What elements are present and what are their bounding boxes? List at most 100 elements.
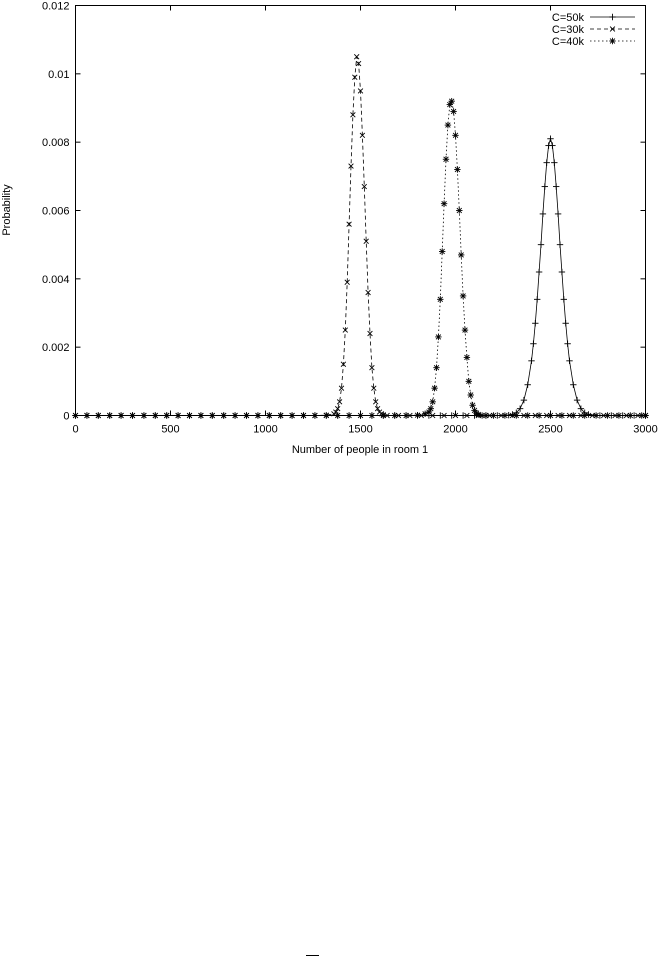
data-point — [539, 210, 547, 218]
data-point — [541, 183, 548, 190]
data-point — [106, 412, 113, 419]
data-point — [391, 412, 398, 419]
data-point — [371, 385, 377, 391]
data-point — [427, 405, 434, 412]
page-number-bar — [306, 955, 319, 956]
data-point — [615, 412, 623, 419]
data-point — [452, 412, 459, 419]
data-point — [368, 412, 376, 419]
data-point — [547, 135, 554, 142]
data-point — [231, 412, 239, 419]
data-point — [456, 207, 463, 214]
data-point — [501, 412, 509, 419]
data-point — [344, 279, 350, 285]
data-point — [592, 412, 600, 419]
data-point — [551, 159, 558, 166]
y-tick-label: 0 — [63, 411, 69, 423]
data-point — [609, 26, 616, 32]
data-point — [129, 412, 136, 419]
legend-label: C=40k — [552, 36, 585, 48]
data-point — [342, 327, 349, 333]
data-point — [243, 412, 250, 419]
data-point — [433, 364, 440, 371]
data-point — [440, 200, 448, 207]
data-point — [513, 412, 520, 419]
data-point — [566, 357, 573, 365]
data-point — [535, 412, 543, 419]
y-tick-label: 0.002 — [42, 342, 70, 354]
x-tick-label: 1000 — [253, 424, 277, 436]
data-point — [334, 405, 341, 412]
y-tick-label: 0.006 — [42, 206, 70, 218]
data-point — [454, 166, 461, 173]
data-point — [359, 132, 366, 139]
data-point — [627, 412, 634, 419]
data-point — [174, 412, 182, 419]
data-point — [535, 268, 543, 276]
y-tick-label: 0.008 — [42, 137, 70, 149]
data-point — [338, 385, 345, 391]
data-point — [361, 183, 368, 190]
data-point — [311, 412, 319, 419]
series-line — [75, 56, 646, 416]
data-point — [467, 391, 474, 399]
data-point — [524, 381, 531, 388]
data-point — [83, 412, 91, 419]
data-point — [458, 251, 465, 259]
y-tick-label: 0.01 — [48, 69, 69, 81]
data-point — [461, 326, 469, 334]
data-point — [334, 412, 341, 419]
x-tick-label: 0 — [72, 424, 78, 436]
data-point — [441, 412, 447, 419]
data-point — [577, 405, 585, 412]
data-point — [560, 296, 567, 303]
data-point — [429, 398, 436, 406]
data-point — [444, 121, 452, 129]
data-point — [431, 384, 438, 392]
data-point — [369, 364, 375, 371]
data-point — [95, 412, 102, 419]
data-point — [463, 354, 471, 361]
data-point — [350, 112, 356, 118]
data-point — [609, 13, 616, 21]
legend-label: C=30k — [552, 24, 585, 36]
data-point — [547, 412, 554, 419]
data-point — [355, 60, 362, 67]
data-point — [220, 412, 227, 419]
data-point — [528, 357, 535, 365]
probability-chart: 0 500 1000 1500 2000 2500 3000 0 0.002 0.004 0.006… — [1, 1, 658, 457]
data-point — [367, 330, 373, 337]
x-tick-label: 3000 — [633, 424, 657, 436]
data-point — [581, 412, 588, 419]
data-point — [450, 108, 457, 115]
x-tick-label: 500 — [161, 424, 179, 436]
data-point — [186, 412, 193, 419]
data-point — [357, 412, 364, 419]
data-point — [345, 412, 353, 419]
data-point — [604, 412, 611, 419]
data-point — [357, 88, 364, 94]
data-point — [585, 411, 592, 418]
data-point — [558, 268, 566, 276]
data-point — [464, 412, 470, 419]
data-point — [414, 411, 421, 419]
data-point — [402, 412, 410, 419]
data-point — [573, 396, 581, 404]
plot-frame — [75, 5, 646, 416]
data-point — [340, 361, 347, 367]
series-line — [75, 137, 646, 416]
data-point — [163, 412, 170, 419]
x-tick-label: 2000 — [443, 424, 467, 436]
data-point — [266, 412, 273, 419]
data-point — [140, 412, 148, 419]
data-point — [558, 412, 566, 419]
data-point — [459, 292, 467, 300]
data-point — [469, 402, 476, 409]
data-point — [490, 412, 497, 419]
data-point — [509, 411, 516, 418]
data-point — [365, 289, 371, 296]
data-point — [549, 142, 556, 149]
series-0 — [72, 135, 649, 419]
data-point — [524, 412, 531, 419]
data-point — [442, 156, 450, 163]
